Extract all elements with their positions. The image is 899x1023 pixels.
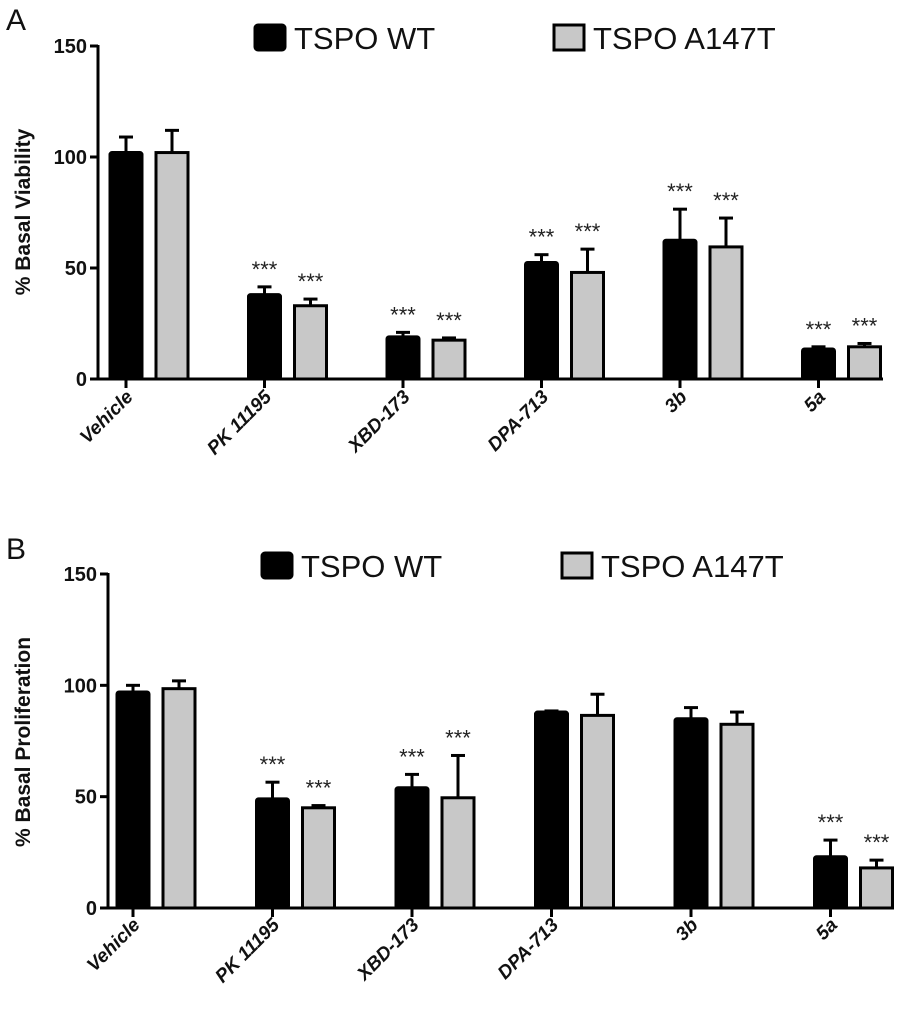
significance-label: *** [852,313,878,338]
bar-wt [108,151,144,381]
x-tick-label: PK 11195 [203,386,276,459]
bar-wt [662,238,698,381]
bar-a147t [570,270,605,381]
significance-label: *** [667,179,693,204]
panel-a: A % Basal Viability TSPO WT TSPO A147T 0… [6,4,883,459]
bar-wt [247,293,282,381]
y-axis-label: % Basal Proliferation [12,637,35,847]
bar-wt [673,717,709,910]
x-tick-label: XBD-173 [344,386,415,457]
bar-a147t [301,806,336,910]
x-tick-label: DPA-713 [484,386,553,455]
significance-label: *** [806,317,832,342]
y-tick-label: 150 [64,564,97,586]
y-tick-label: 50 [65,258,87,280]
legend-label-a147t: TSPO A147T [593,21,776,56]
y-tick-label: 100 [64,675,97,697]
bar-wt [813,855,848,910]
panel-letter: B [6,533,26,566]
y-tick-label: 0 [86,898,97,920]
plot-area: 0 50 100 150 Vehicle PK 11195 *** *** XBD-173 ***… [54,36,883,459]
x-tick-label: 5a [800,386,830,416]
legend-label-wt: TSPO WT [301,549,442,584]
legend-label-a147t: TSPO A147T [601,549,784,584]
legend-swatch-a147t [560,551,594,580]
panel-b: B % Basal Proliferation TSPO WT TSPO A14… [6,533,894,987]
legend-label-wt: TSPO WT [294,21,435,56]
legend: TSPO WT TSPO A147T [253,21,776,56]
legend-swatch-a147t [552,23,586,52]
plot-area: 0 50 100 150 Vehicle PK 11195 *** *** XBD-173 ***… [64,564,894,987]
legend: TSPO WT TSPO A147T [260,549,784,584]
bar-wt [115,690,151,910]
significance-label: *** [575,219,601,244]
bar-a147t [293,304,328,381]
bar-a147t [708,245,744,381]
bar-wt [534,710,569,910]
bar-a147t [161,687,197,910]
significance-label: *** [306,776,332,801]
significance-label: *** [298,269,324,294]
legend-swatch-wt [260,551,294,580]
significance-label: *** [445,725,471,750]
x-tick-label: Vehicle [76,386,138,448]
x-tick-label: Vehicle [83,914,145,976]
bar-a147t [847,345,882,381]
y-axis-label: % Basal Viability [12,128,35,295]
y-tick-label: 0 [76,369,87,391]
significance-label: *** [390,302,416,327]
y-tick-label: 50 [75,787,97,809]
bar-a147t [154,151,190,381]
significance-label: *** [252,257,278,282]
bar-wt [524,260,559,381]
significance-label: *** [529,225,555,250]
panel-letter: A [6,4,26,37]
bar-a147t [431,338,467,381]
legend-swatch-wt [253,23,287,52]
x-tick-label: 3b [672,914,703,945]
bar-wt [801,347,836,381]
bar-a147t [580,713,615,910]
x-tick-label: 5a [812,914,842,944]
bar-wt [385,335,421,381]
significance-label: *** [436,308,462,333]
bar-a147t [719,722,755,910]
x-tick-label: DPA-713 [494,914,563,983]
significance-label: *** [399,744,425,769]
significance-label: *** [818,810,844,835]
x-tick-label: XBD-173 [353,914,424,985]
significance-label: *** [864,830,890,855]
significance-label: *** [713,188,739,213]
bar-a147t [859,866,894,910]
significance-label: *** [260,752,286,777]
x-tick-label: PK 11195 [211,914,284,987]
bar-a147t [440,796,476,910]
y-tick-label: 100 [54,147,87,169]
y-tick-label: 150 [54,36,87,58]
bar-wt [255,797,290,910]
x-tick-label: 3b [661,386,692,417]
bar-wt [394,786,430,910]
